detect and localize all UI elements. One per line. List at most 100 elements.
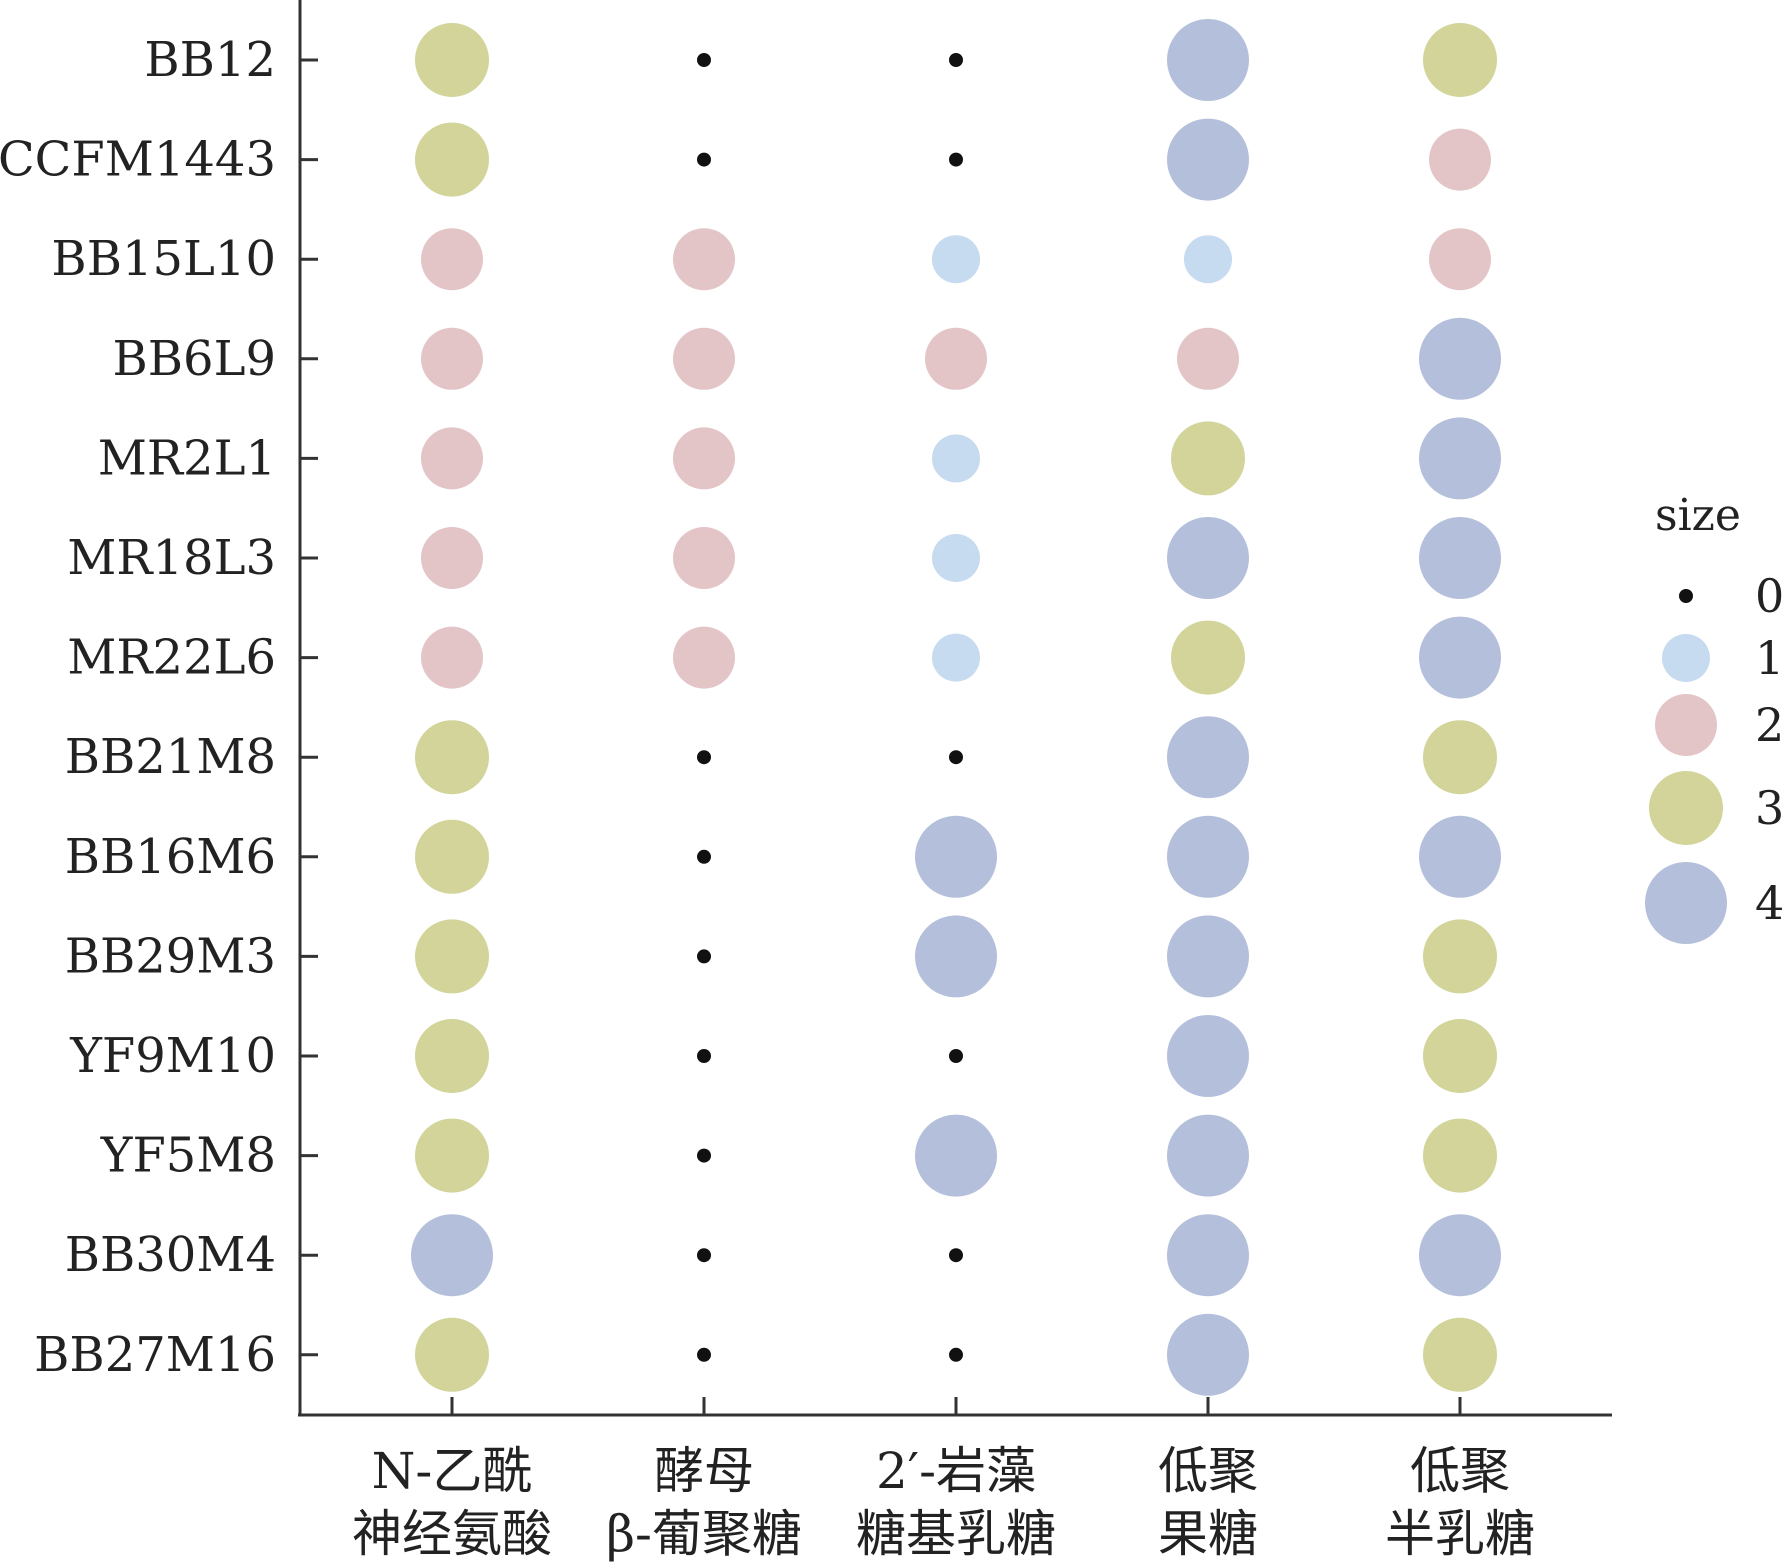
y-tick-label: CCFM1443 [0, 132, 276, 188]
dot-BB16M6-1 [697, 849, 711, 864]
dot-YF5M8-4 [1423, 1118, 1497, 1193]
dot-BB6L9-2 [925, 327, 987, 390]
dot-BB29M3-0 [415, 919, 489, 994]
dot-CCFM1443-1 [697, 152, 711, 167]
dot-BB21M8-3 [1167, 716, 1249, 799]
dot-BB30M4-3 [1167, 1214, 1249, 1297]
dot-BB16M6-4 [1419, 815, 1501, 898]
legend-label: 4 [1755, 876, 1784, 930]
y-tick-label: BB6L9 [113, 331, 277, 387]
dot-BB12-4 [1423, 23, 1497, 97]
x-tick-label: 糖基乳糖 [856, 1505, 1056, 1563]
legend-marker-1 [1662, 634, 1710, 682]
dot-BB21M8-0 [415, 720, 489, 795]
dot-YF9M10-3 [1167, 1015, 1249, 1097]
x-tick-label: β-葡聚糖 [606, 1505, 802, 1563]
dot-BB12-2 [949, 53, 963, 67]
dot-BB21M8-1 [697, 750, 711, 765]
x-tick-label: 低聚 [1410, 1442, 1510, 1500]
dot-MR18L3-2 [932, 534, 980, 582]
axes [298, 0, 1612, 1417]
x-tick-label: 半乳糖 [1385, 1505, 1535, 1563]
legend-label: 2 [1755, 698, 1784, 752]
x-tick-label: 神经氨酸 [352, 1505, 552, 1563]
dot-BB30M4-1 [697, 1248, 711, 1263]
dot-CCFM1443-4 [1429, 128, 1491, 191]
y-ticks: BB12 CCFM1443 BB15L10 BB6L9 MR2L1 MR18L3 MR22L… [0, 32, 318, 1383]
dot-BB15L10-2 [932, 235, 980, 284]
dot-BB6L9-0 [421, 327, 483, 390]
dot-MR2L1-3 [1171, 421, 1245, 496]
x-tick-label: 果糖 [1158, 1505, 1258, 1563]
y-tick-label: MR2L1 [98, 430, 276, 486]
legend-marker-0 [1679, 589, 1693, 603]
x-tick-label: 2′-岩藻 [876, 1442, 1036, 1500]
dot-BB27M16-1 [697, 1347, 711, 1362]
legend-label: 3 [1755, 781, 1784, 835]
dot-YF5M8-2 [915, 1114, 997, 1197]
dot-MR2L1-0 [421, 427, 483, 490]
legend-title: size [1655, 490, 1741, 541]
dot-BB21M8-4 [1423, 720, 1497, 795]
dot-MR22L6-0 [421, 626, 483, 689]
dot-BB30M4-4 [1419, 1214, 1501, 1297]
dot-BB6L9-3 [1177, 327, 1239, 390]
dot-BB16M6-0 [415, 819, 489, 894]
dot-MR22L6-1 [673, 626, 735, 689]
legend: size 0 1 2 3 4 [1645, 490, 1784, 944]
dot-MR18L3-3 [1167, 517, 1249, 599]
dot-CCFM1443-2 [949, 152, 963, 167]
dot-YF5M8-0 [415, 1118, 489, 1193]
dot-BB30M4-0 [411, 1214, 493, 1297]
dots [411, 19, 1501, 1396]
x-tick-label: 酵母 [654, 1442, 754, 1500]
dot-CCFM1443-3 [1167, 118, 1249, 201]
dot-BB15L10-3 [1184, 235, 1232, 284]
dot-BB27M16-3 [1167, 1313, 1249, 1396]
dot-BB12-3 [1167, 19, 1249, 101]
y-tick-label: BB12 [144, 32, 276, 88]
dot-YF9M10-4 [1423, 1019, 1497, 1093]
dot-BB6L9-1 [673, 327, 735, 390]
dot-YF9M10-1 [697, 1049, 711, 1063]
dot-YF9M10-0 [415, 1019, 489, 1093]
dot-BB27M16-4 [1423, 1317, 1497, 1392]
y-tick-label: BB29M3 [65, 928, 276, 984]
y-tick-label: BB16M6 [65, 829, 276, 885]
dot-BB30M4-2 [949, 1248, 963, 1263]
y-tick-label: MR22L6 [67, 630, 276, 686]
dot-YF5M8-3 [1167, 1114, 1249, 1197]
y-tick-label: BB27M16 [34, 1327, 276, 1383]
dot-BB27M16-0 [415, 1317, 489, 1392]
y-tick-label: BB21M8 [65, 729, 276, 785]
dot-BB15L10-0 [421, 228, 483, 291]
dot-BB29M3-2 [915, 915, 997, 998]
dot-MR18L3-0 [421, 527, 483, 589]
dot-MR22L6-3 [1171, 620, 1245, 695]
dot-BB12-0 [415, 23, 489, 97]
dot-BB21M8-2 [949, 750, 963, 765]
dot-BB27M16-2 [949, 1347, 963, 1362]
dot-BB6L9-4 [1419, 317, 1501, 400]
dot-YF5M8-1 [697, 1148, 711, 1163]
y-tick-label: YF5M8 [100, 1128, 276, 1184]
dot-BB16M6-3 [1167, 815, 1249, 898]
x-tick-label: 低聚 [1158, 1442, 1258, 1500]
dot-BB15L10-4 [1429, 228, 1491, 291]
dot-BB29M3-3 [1167, 915, 1249, 998]
legend-items: 0 1 2 3 4 [1645, 569, 1784, 944]
legend-marker-4 [1645, 862, 1727, 944]
legend-marker-3 [1649, 771, 1723, 845]
y-tick-label: MR18L3 [67, 530, 276, 586]
dot-YF9M10-2 [949, 1049, 963, 1063]
dot-BB16M6-2 [915, 815, 997, 898]
dot-MR22L6-2 [932, 633, 980, 682]
dot-BB29M3-1 [697, 949, 711, 964]
legend-label: 0 [1755, 569, 1784, 623]
dot-MR2L1-4 [1419, 417, 1501, 500]
y-tick-label: YF9M10 [69, 1028, 276, 1084]
y-tick-label: BB30M4 [65, 1227, 276, 1283]
dot-BB29M3-4 [1423, 919, 1497, 994]
